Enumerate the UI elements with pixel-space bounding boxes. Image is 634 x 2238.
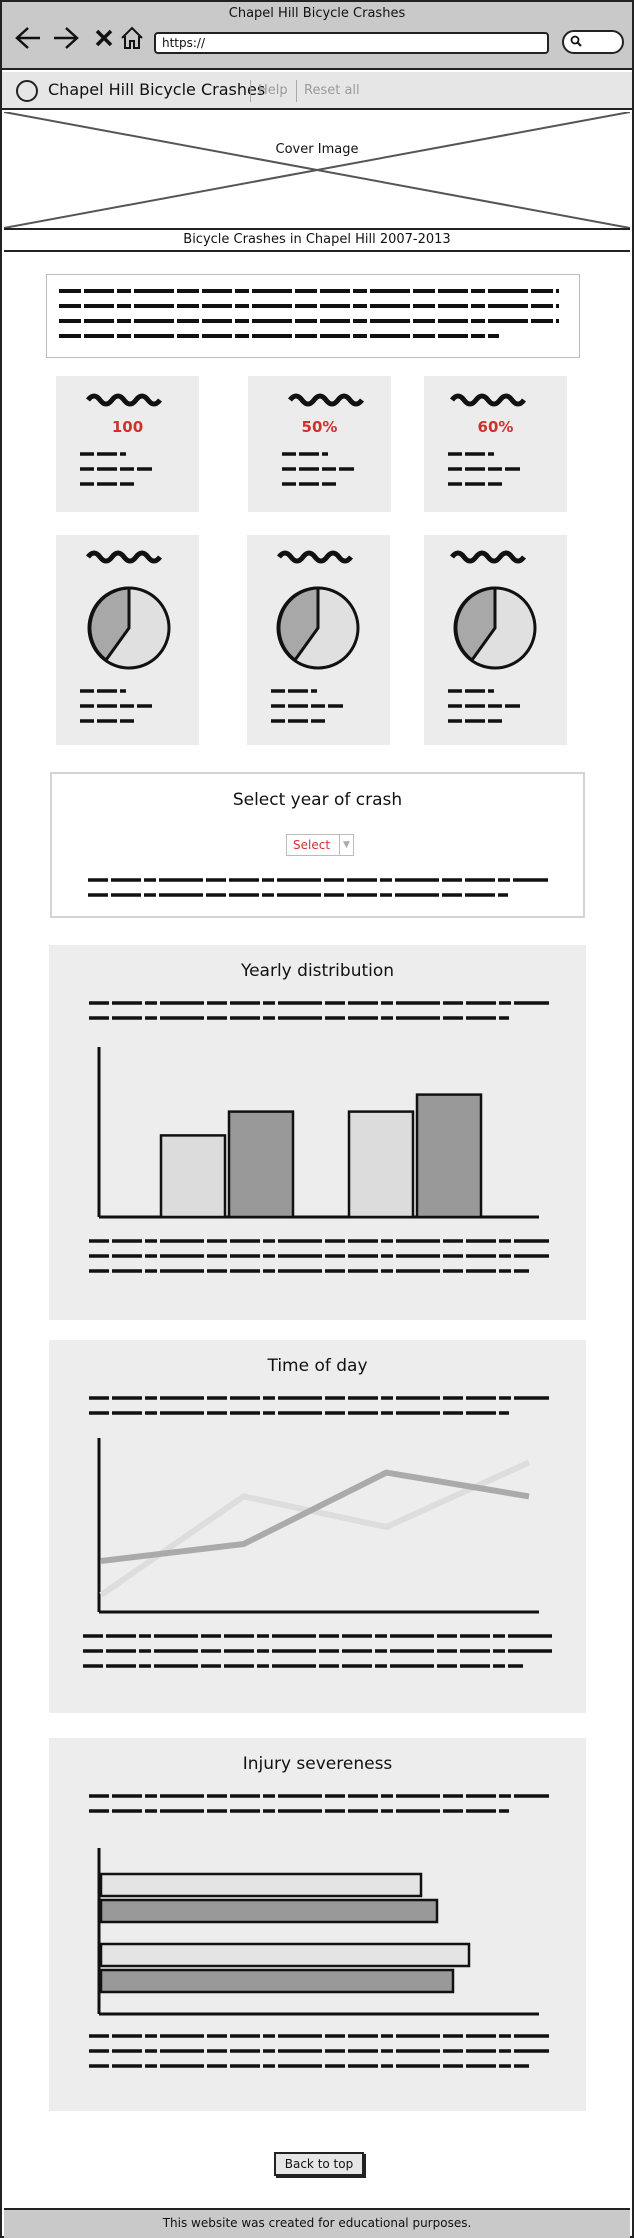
pie-chart (453, 586, 537, 670)
page-subtitle: Bicycle Crashes in Chapel Hill 2007-2013 (4, 228, 630, 252)
stat-value: 100 (111, 418, 144, 436)
series-line (99, 1459, 531, 1598)
url-bar[interactable]: https:// (154, 32, 549, 54)
time-of-day-line-chart (97, 1438, 539, 1614)
select-year-panel: Select year of crash Select ▼ (50, 772, 585, 918)
cover-image: Cover Image (4, 112, 630, 228)
yearly-distribution-panel: Yearly distribution (49, 945, 586, 1320)
bar (99, 1942, 471, 1968)
home-icon[interactable] (118, 24, 146, 52)
pie-card (424, 535, 567, 745)
back-arrow-icon[interactable] (14, 24, 42, 52)
search-icon (570, 35, 582, 50)
bar (227, 1110, 295, 1219)
footer: This website was created for educational… (4, 2208, 630, 2238)
yearly-distribution-title: Yearly distribution (240, 961, 395, 981)
time-of-day-title: Time of day (267, 1356, 368, 1376)
time-of-day-panel: Time of day (49, 1340, 586, 1713)
nav-divider (296, 80, 297, 102)
browser-chrome: Chapel Hill Bicycle Crashes https:// (2, 2, 632, 70)
help-link[interactable]: Help (258, 83, 288, 98)
close-icon[interactable] (90, 24, 118, 52)
pie-chart (87, 586, 171, 670)
injury-horizontal-bar-chart (97, 1848, 539, 2016)
stat-card: 60% (424, 376, 567, 512)
bar (159, 1134, 227, 1219)
brand-title[interactable]: Chapel Hill Bicycle Crashes (48, 80, 266, 99)
bar (415, 1093, 483, 1219)
nav-divider (250, 80, 251, 102)
cover-image-label: Cover Image (275, 142, 359, 157)
year-select-label: Select (293, 838, 331, 852)
injury-severeness-panel: Injury severeness (49, 1738, 586, 2111)
bar (347, 1110, 415, 1219)
injury-severeness-title: Injury severeness (242, 1754, 393, 1774)
intro-text-block (46, 274, 580, 358)
pie-chart (276, 586, 360, 670)
stat-value: 50% (301, 418, 338, 436)
series-line (100, 1469, 530, 1564)
bar (99, 1872, 423, 1898)
forward-arrow-icon[interactable] (52, 24, 80, 52)
stat-card: 100 (56, 376, 199, 512)
bar (99, 1898, 439, 1924)
bar (99, 1968, 455, 1994)
logo[interactable] (16, 80, 38, 102)
reset-all-link[interactable]: Reset all (304, 83, 360, 98)
window-title: Chapel Hill Bicycle Crashes (228, 6, 406, 21)
year-select[interactable]: Select ▼ (286, 834, 354, 856)
stat-value: 60% (477, 418, 514, 436)
select-year-title: Select year of crash (232, 790, 403, 810)
pie-card (247, 535, 390, 745)
back-to-top-button[interactable]: Back to top (274, 2152, 364, 2176)
app-navbar: Chapel Hill Bicycle Crashes Help Reset a… (2, 72, 632, 110)
pie-card (56, 535, 199, 745)
yearly-bar-chart (97, 1047, 539, 1219)
search-box[interactable] (562, 30, 624, 54)
stat-card: 50% (248, 376, 391, 512)
chevron-down-icon: ▼ (339, 835, 353, 855)
